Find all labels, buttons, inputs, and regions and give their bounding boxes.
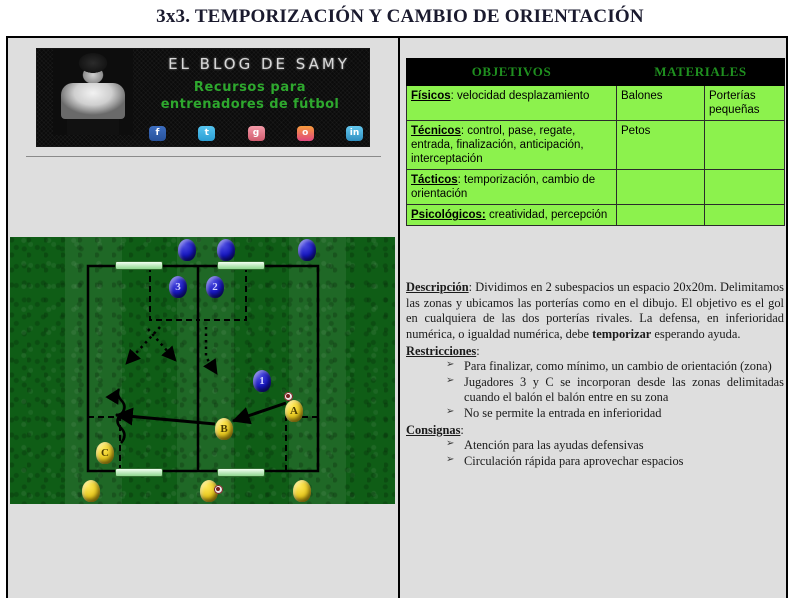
cell-material-empty-1	[703, 120, 786, 171]
description-part2: esperando ayuda.	[651, 326, 741, 341]
table-row: Psicológicos: creatividad, percepción	[406, 204, 786, 227]
yellow-player-c: C	[96, 442, 114, 464]
cell-material-porterias: Porterías pequeñas	[703, 84, 786, 122]
objetivo-label: Técnicos	[411, 125, 461, 138]
cell-objetivo-fisicos: Físicos: velocidad desplazamiento	[406, 84, 617, 122]
yellow-player-spare-2	[200, 480, 218, 502]
twitter-icon[interactable]: t	[198, 125, 216, 141]
blue-player-spare-1	[178, 239, 196, 261]
restrictions-heading: Restricciones:	[406, 344, 784, 360]
cell-objetivo-tacticos: Tácticos: temporización, cambio de orien…	[406, 169, 617, 206]
cell-material-empty-3	[703, 169, 786, 206]
list-item: Circulación rápida para aprovechar espac…	[446, 454, 784, 470]
table-row: Tácticos: temporización, cambio de orien…	[406, 169, 786, 206]
list-item: No se permite la entrada en inferioridad	[446, 406, 784, 422]
cell-material-empty-5	[703, 204, 786, 227]
blue-player-spare-3	[298, 239, 316, 261]
yellow-player-b: B	[215, 418, 233, 440]
tactics-pitch-diagram: 3 2 1 A B C	[10, 237, 395, 504]
pitch-mow-stripes	[10, 237, 395, 504]
cues-colon: :	[460, 422, 464, 437]
description-paragraph: Descripción: Dividimos en 2 subespacios …	[406, 280, 784, 343]
restrictions-label: Restricciones	[406, 343, 477, 358]
yellow-player-a: A	[285, 400, 303, 422]
cell-material-empty-4	[616, 204, 705, 227]
cell-material-empty-2	[616, 169, 705, 206]
instagram-icon[interactable]: o	[296, 125, 314, 141]
goal-bottom-left	[115, 468, 163, 477]
cell-objetivo-tecnicos: Técnicos: control, pase, regate, entrada…	[406, 120, 617, 171]
objetivo-text: : velocidad desplazamiento	[450, 90, 590, 102]
panel-divider	[398, 38, 400, 598]
objetivo-text: creatividad, percepción	[485, 209, 608, 222]
right-panel: OBJETIVOS MATERIALES Físicos: velocidad …	[400, 38, 786, 598]
cues-list: Atención para las ayudas defensivas Circ…	[406, 438, 784, 469]
objetivo-label: Físicos	[411, 90, 451, 102]
restrictions-list: Para finalizar, como mínimo, un cambio d…	[406, 359, 784, 422]
header-objetivos: OBJETIVOS	[406, 58, 617, 86]
blog-subtitle-line1: Recursos para	[193, 80, 307, 95]
document-frame: EL BLOG DE SAMY Recursos para entrenador…	[6, 36, 788, 598]
objetivo-text: : temporización, cambio de orientación	[411, 174, 596, 201]
left-panel: EL BLOG DE SAMY Recursos para entrenador…	[8, 38, 398, 598]
cell-material-balones: Balones	[616, 84, 705, 122]
objetivo-label: Tácticos	[411, 174, 458, 187]
blog-subtitle-line2: entrenadores de fútbol	[160, 97, 340, 112]
linkedin-icon[interactable]: in	[346, 125, 363, 141]
google-plus-icon[interactable]: g	[247, 125, 265, 141]
goal-top-right	[217, 261, 265, 270]
description-bold: temporizar	[592, 326, 652, 341]
cell-material-petos: Petos	[616, 120, 705, 171]
blog-title: EL BLOG DE SAMY	[168, 55, 350, 73]
ball-in-play	[284, 392, 293, 401]
blog-banner: EL BLOG DE SAMY Recursos para entrenador…	[37, 49, 369, 146]
objectives-materials-table: OBJETIVOS MATERIALES Físicos: velocidad …	[406, 58, 786, 227]
exercise-body-text: Descripción: Dividimos en 2 subespacios …	[406, 280, 784, 470]
pitch-markings	[86, 264, 320, 473]
table-row: Físicos: velocidad desplazamiento Balone…	[406, 84, 786, 122]
horizontal-rule	[26, 156, 381, 157]
blue-player-3: 3	[169, 276, 187, 298]
list-item: Para finalizar, como mínimo, un cambio d…	[446, 359, 784, 375]
objetivo-label: Psicológicos:	[411, 209, 486, 222]
pitch-grass-texture	[10, 237, 395, 504]
header-materiales: MATERIALES	[615, 58, 786, 86]
page-title-bar: 3x3. TEMPORIZACIÓN Y CAMBIO DE ORIENTACI…	[0, 0, 800, 34]
objetivo-text: : control, pase, regate, entrada, finali…	[411, 125, 584, 166]
yellow-player-spare-3	[293, 480, 311, 502]
table-header-row: OBJETIVOS MATERIALES	[406, 58, 786, 86]
goal-top-left	[115, 261, 163, 270]
blue-player-1: 1	[253, 370, 271, 392]
blue-player-spare-2	[217, 239, 235, 261]
table-row: Técnicos: control, pase, regate, entrada…	[406, 120, 786, 171]
ball-spare	[214, 485, 223, 494]
facebook-icon[interactable]: f	[149, 125, 166, 141]
cues-heading: Consignas:	[406, 423, 784, 439]
cues-label: Consignas	[406, 422, 461, 437]
blue-player-2: 2	[206, 276, 224, 298]
restrictions-colon: :	[476, 343, 480, 358]
coach-photo	[53, 49, 133, 135]
list-item: Jugadores 3 y C se incorporan desde las …	[446, 375, 784, 406]
social-icons: f t g o in	[149, 125, 363, 141]
list-item: Atención para las ayudas defensivas	[446, 438, 784, 454]
coach-photo-lower	[67, 115, 119, 135]
cell-objetivo-psicologicos: Psicológicos: creatividad, percepción	[406, 204, 617, 227]
yellow-player-spare-1	[82, 480, 100, 502]
description-part1: : Dividimos en 2 subespacios un espacio …	[406, 280, 784, 341]
page-title: 3x3. TEMPORIZACIÓN Y CAMBIO DE ORIENTACI…	[156, 6, 644, 27]
goal-bottom-right	[217, 468, 265, 477]
description-label: Descripción	[406, 280, 469, 294]
